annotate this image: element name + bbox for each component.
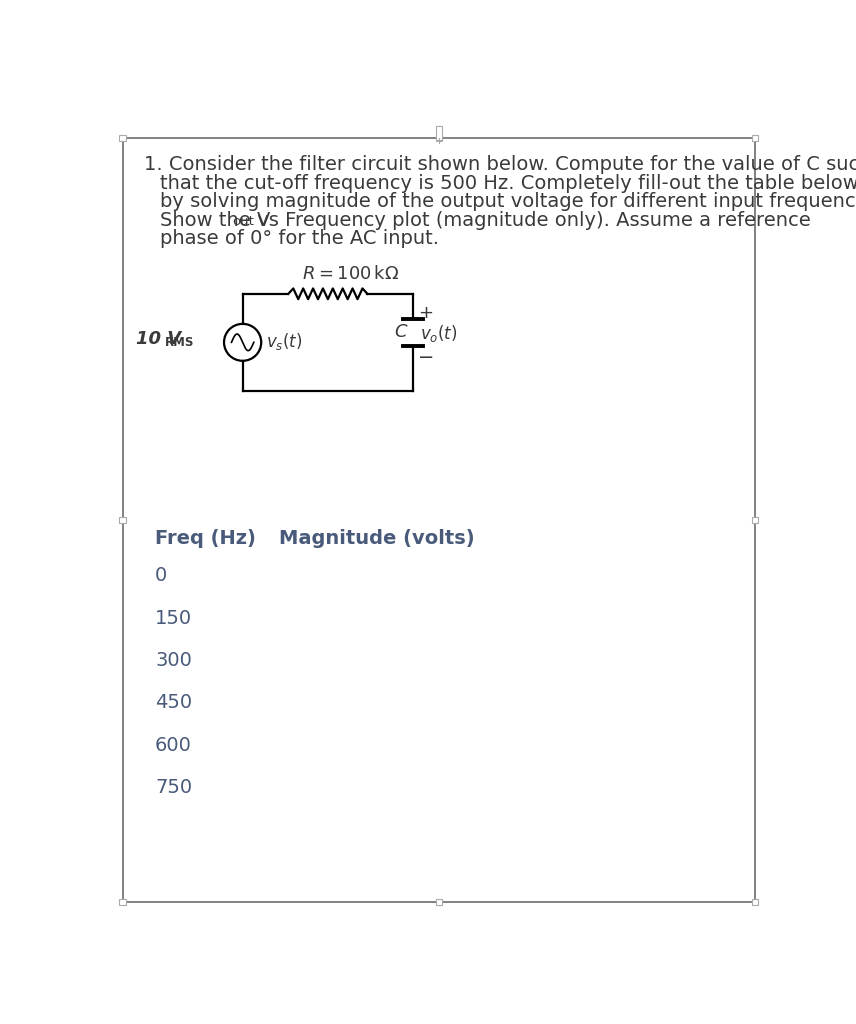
- Text: 300: 300: [155, 651, 192, 670]
- Text: that the cut-off frequency is 500 Hz. Completely fill-out the table below: that the cut-off frequency is 500 Hz. Co…: [160, 174, 856, 193]
- Text: out: out: [232, 214, 253, 227]
- Bar: [752, 135, 758, 141]
- Text: $v_o(t)$: $v_o(t)$: [420, 324, 458, 344]
- Text: 1. Consider the filter circuit shown below. Compute for the value of C such: 1. Consider the filter circuit shown bel…: [144, 156, 856, 174]
- Bar: [752, 899, 758, 905]
- Text: by solving magnitude of the output voltage for different input frequencies.: by solving magnitude of the output volta…: [160, 193, 856, 211]
- Text: 150: 150: [155, 608, 193, 628]
- Bar: [119, 899, 126, 905]
- Text: vs Frequency plot (magnitude only). Assume a reference: vs Frequency plot (magnitude only). Assu…: [251, 211, 811, 229]
- Text: $R = 100\,\mathrm{k\Omega}$: $R = 100\,\mathrm{k\Omega}$: [302, 265, 400, 284]
- Text: 0: 0: [155, 566, 167, 586]
- Text: phase of 0° for the AC input.: phase of 0° for the AC input.: [160, 229, 438, 248]
- Bar: [119, 517, 126, 523]
- Text: +: +: [418, 304, 433, 322]
- Bar: [752, 517, 758, 523]
- Bar: [436, 126, 442, 140]
- Text: $v_s(t)$: $v_s(t)$: [266, 331, 302, 352]
- Text: 450: 450: [155, 693, 193, 713]
- Text: 750: 750: [155, 778, 193, 797]
- Bar: [436, 135, 442, 141]
- Text: Magnitude (volts): Magnitude (volts): [279, 529, 475, 549]
- Text: 600: 600: [155, 736, 192, 755]
- Text: −: −: [418, 348, 434, 367]
- Text: RMS: RMS: [165, 336, 194, 349]
- Text: Freq (Hz): Freq (Hz): [155, 529, 256, 549]
- Bar: [119, 135, 126, 141]
- Text: 10 V: 10 V: [136, 330, 181, 348]
- Text: $C$: $C$: [394, 324, 408, 341]
- Bar: [436, 899, 442, 905]
- Text: Show the V: Show the V: [160, 211, 270, 229]
